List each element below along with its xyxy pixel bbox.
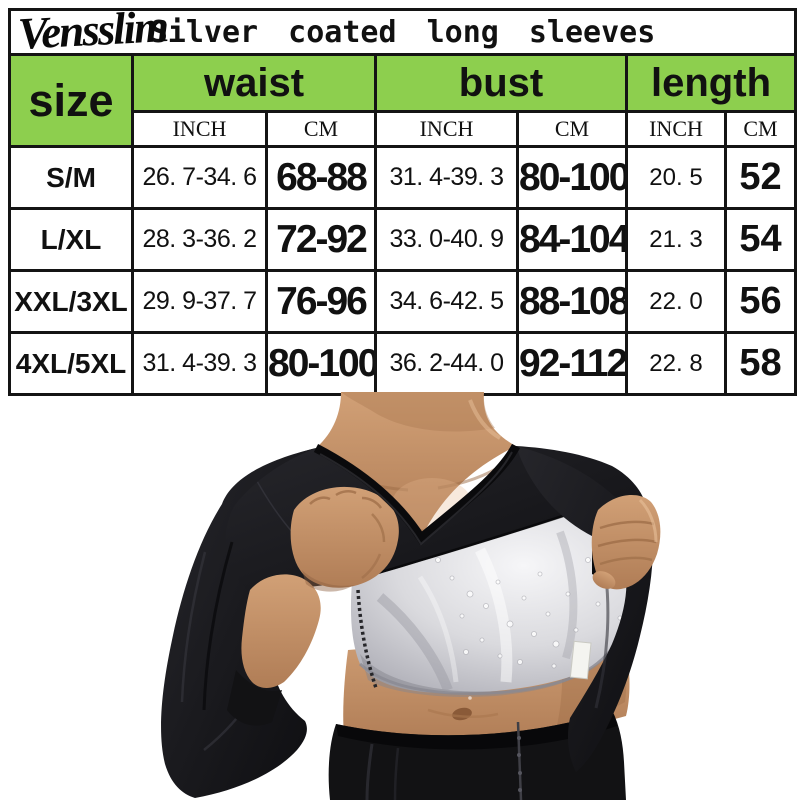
length-inch-value: 21. 3: [625, 207, 727, 272]
bust-cm-value: 92-112: [516, 331, 628, 396]
collar: [313, 443, 520, 546]
length-inch-header: INCH: [625, 110, 727, 148]
size-column-header: size: [8, 53, 134, 148]
size-label: L/XL: [8, 207, 134, 272]
bust-inch-value: 34. 6-42. 5: [374, 269, 519, 334]
waistband: [336, 710, 617, 750]
waist-inch-value: 28. 3-36. 2: [131, 207, 268, 272]
size-label: S/M: [8, 145, 134, 210]
length-cm-value: 58: [723, 331, 798, 396]
waist-cm-value: 72-92: [265, 207, 377, 272]
bust-inch-value: 36. 2-44. 0: [374, 331, 519, 396]
table-row: XXL/3XL 29. 9-37. 7 76-96 34. 6-42. 5 88…: [8, 269, 798, 334]
chart-title: Silver coated long sleeves: [7, 8, 798, 56]
table-row: L/XL 28. 3-36. 2 72-92 33. 0-40. 9 84-10…: [8, 207, 798, 272]
waist-cm-value: 80-100: [265, 331, 377, 396]
left-cuff: [227, 670, 282, 726]
bust-group-header: bust: [374, 53, 628, 113]
length-inch-value: 22. 8: [625, 331, 727, 396]
brand-logo: Vensslim: [16, 1, 169, 59]
length-cm-value: 54: [723, 207, 798, 272]
table-row: S/M 26. 7-34. 6 68-88 31. 4-39. 3 80-100…: [8, 145, 798, 210]
waist-cm-value: 76-96: [265, 269, 377, 334]
bust-cm-value: 84-104: [516, 207, 628, 272]
left-sleeve: [161, 448, 316, 798]
length-inch-value: 22. 0: [625, 269, 727, 334]
bust-inch-header: INCH: [374, 110, 519, 148]
waist-inch-header: INCH: [131, 110, 268, 148]
length-cm-value: 56: [723, 269, 798, 334]
waist-inch-value: 29. 9-37. 7: [131, 269, 268, 334]
waist-cm-header: CM: [265, 110, 377, 148]
seam-stitching: [356, 589, 378, 689]
length-cm-value: 52: [723, 145, 798, 210]
waist-cm-value: 68-88: [265, 145, 377, 210]
bust-inch-value: 31. 4-39. 3: [374, 145, 519, 210]
right-hand: [591, 495, 661, 590]
length-cm-header: CM: [723, 110, 798, 148]
hook-closure-strip: [516, 721, 523, 800]
size-label: XXL/3XL: [8, 269, 134, 334]
waist-inch-value: 26. 7-34. 6: [131, 145, 268, 210]
bust-cm-value: 88-108: [516, 269, 628, 334]
size-label: 4XL/5XL: [8, 331, 134, 396]
product-photo: [0, 392, 800, 800]
size-chart-table: Silver coated long sleeves size waist bu…: [7, 8, 798, 396]
length-group-header: length: [624, 53, 798, 113]
shaper-pants: [328, 710, 626, 800]
left-hand-fist: [227, 486, 399, 726]
bust-cm-value: 80-100: [516, 145, 628, 210]
length-inch-value: 20. 5: [625, 145, 727, 210]
table-row: 4XL/5XL 31. 4-39. 3 80-100 36. 2-44. 0 9…: [8, 331, 798, 396]
bust-cm-header: CM: [516, 110, 628, 148]
waist-group-header: waist: [131, 53, 377, 113]
waist-inch-value: 31. 4-39. 3: [131, 331, 268, 396]
bust-inch-value: 33. 0-40. 9: [374, 207, 519, 272]
silver-lining-panel: [350, 506, 649, 720]
garment-tag: [569, 640, 592, 680]
